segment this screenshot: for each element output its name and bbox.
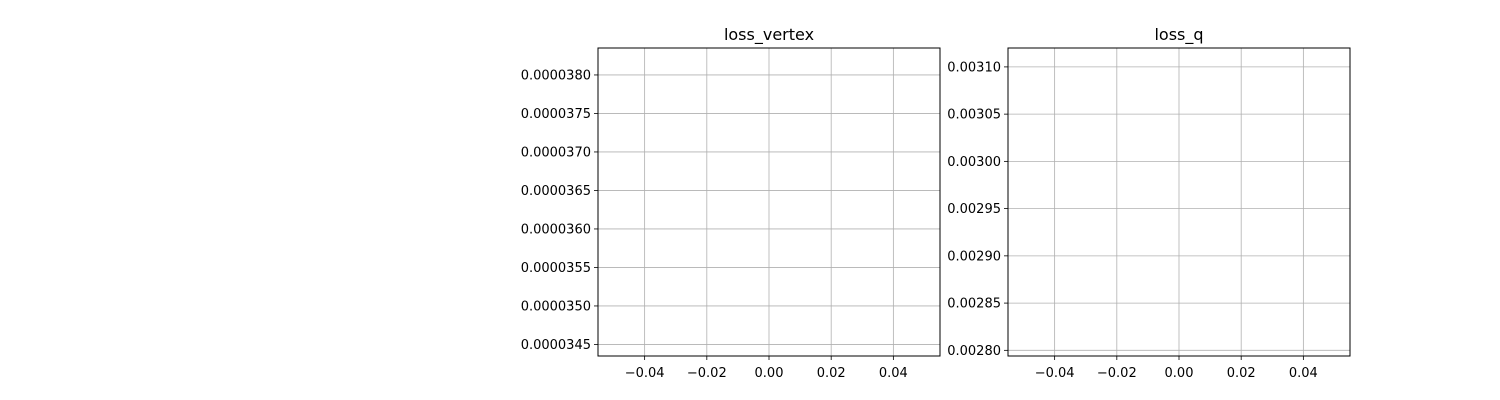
x-tick-label-loss-q: −0.04 (1035, 366, 1075, 381)
y-tick-label-loss-q: 0.00295 (947, 202, 1001, 217)
chart-loss-vertex: loss_vertex −0.04 −0.02 0.00 0.02 0.04 0.0000… (521, 25, 941, 381)
y-tick-label-loss-vertex: 0.0000360 (521, 222, 591, 237)
y-tick-label-loss-q: 0.00310 (947, 60, 1001, 75)
x-tick-label-loss-vertex: 0.02 (817, 366, 846, 381)
y-tick-label-loss-vertex: 0.0000355 (521, 261, 591, 276)
y-tick-label-loss-q: 0.00305 (947, 108, 1001, 123)
y-tick-label-loss-vertex: 0.0000370 (521, 145, 591, 160)
x-tick-label-loss-q: 0.00 (1165, 366, 1194, 381)
x-tick-label-loss-vertex: 0.00 (755, 366, 784, 381)
y-tick-label-loss-q: 0.00290 (947, 249, 1001, 264)
x-tick-label-loss-q: 0.04 (1289, 366, 1318, 381)
chart-title-loss-q: loss_q (1154, 25, 1203, 45)
x-tick-label-loss-vertex: −0.02 (687, 366, 727, 381)
x-tick-label-loss-q: −0.02 (1097, 366, 1137, 381)
y-tick-label-loss-q: 0.00285 (947, 297, 1001, 312)
y-tick-label-loss-vertex: 0.0000380 (521, 68, 591, 83)
y-tick-label-loss-vertex: 0.0000350 (521, 299, 591, 314)
chart-loss-q: loss_q −0.04 −0.02 0.00 0.02 0.04 0.00280 0.00… (947, 25, 1351, 381)
y-tick-label-loss-vertex: 0.0000375 (521, 107, 591, 122)
x-tick-label-loss-vertex: −0.04 (625, 366, 665, 381)
chart-title-loss-vertex: loss_vertex (724, 25, 814, 45)
y-tick-label-loss-q: 0.00280 (947, 344, 1001, 359)
y-tick-label-loss-vertex: 0.0000365 (521, 184, 591, 199)
x-tick-label-loss-vertex: 0.04 (879, 366, 908, 381)
y-tick-label-loss-vertex: 0.0000345 (521, 338, 591, 353)
x-tick-label-loss-q: 0.02 (1227, 366, 1256, 381)
y-tick-label-loss-q: 0.00300 (947, 155, 1001, 170)
